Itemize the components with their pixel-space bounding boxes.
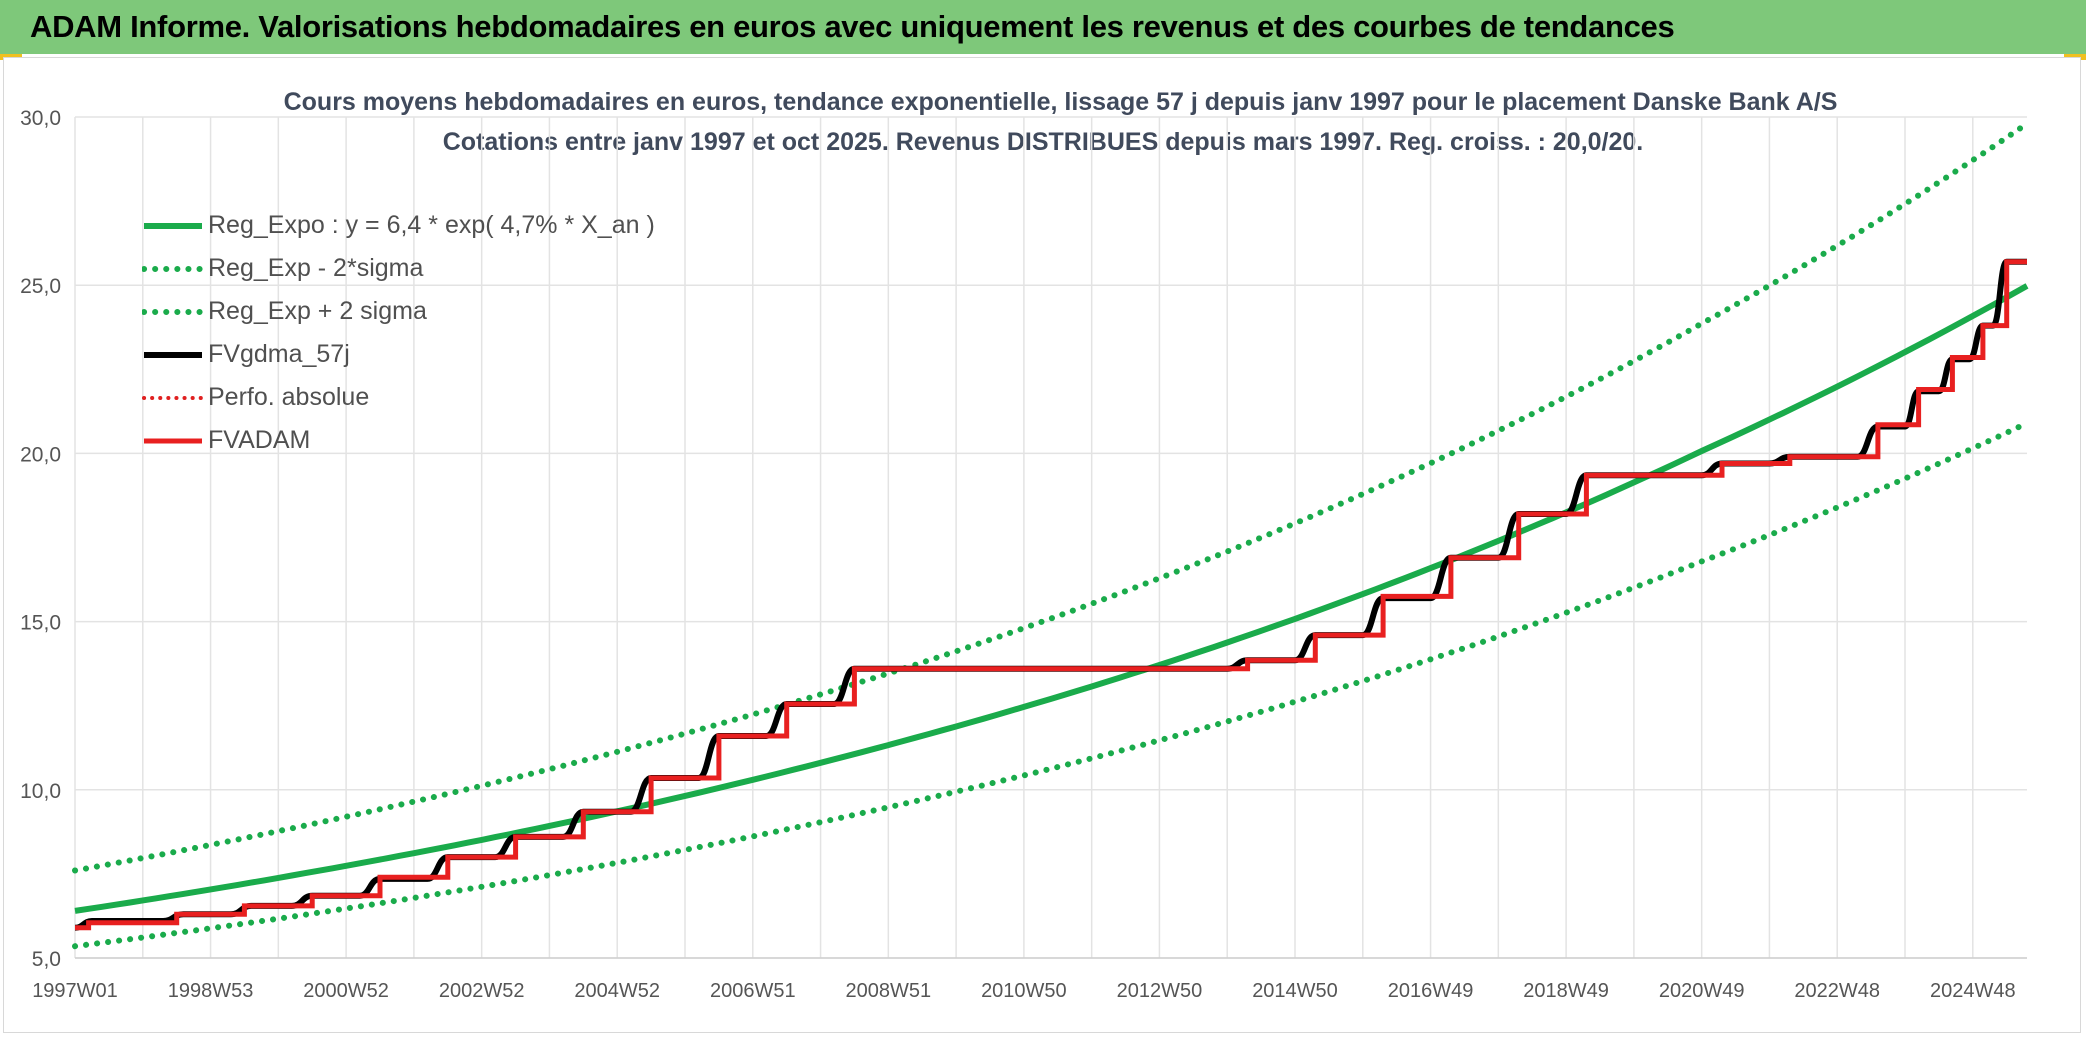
legend-swatch — [142, 395, 204, 400]
legend-label: Perfo. absolue — [208, 383, 370, 411]
report-banner: ADAM Informe. Valorisations hebdomadaire… — [0, 0, 2086, 54]
y-tick-label: 25,0 — [20, 275, 61, 298]
legend-label: FVADAM — [208, 426, 311, 454]
legend-label: FVgdma_57j — [208, 340, 350, 368]
x-tick-label: 2012W50 — [1117, 980, 1203, 1002]
x-tick-label: 2002W52 — [439, 980, 525, 1002]
y-tick-label: 20,0 — [20, 443, 61, 466]
legend-label: Reg_Exp + 2 sigma — [208, 297, 427, 325]
legend-swatch — [144, 222, 202, 229]
x-tick-label: 2014W50 — [1252, 980, 1338, 1002]
x-tick-label: 2018W49 — [1523, 980, 1609, 1002]
legend-label: Reg_Exp - 2*sigma — [208, 254, 424, 282]
legend-swatch — [144, 438, 202, 443]
chart-frame — [3, 57, 2081, 1033]
x-tick-label: 1997W01 — [32, 980, 118, 1002]
report-title: ADAM Informe. Valorisations hebdomadaire… — [30, 9, 1675, 44]
y-tick-label: 15,0 — [20, 612, 61, 635]
legend-item: FVgdma_57j — [142, 333, 655, 376]
x-tick-label: 2016W49 — [1388, 980, 1474, 1002]
x-tick-label: 1998W53 — [168, 980, 254, 1002]
series-line-5 — [75, 259, 2027, 931]
series-line-2 — [72, 120, 2030, 874]
x-tick-label: 2008W51 — [846, 980, 932, 1002]
x-tick-label: 2022W48 — [1794, 980, 1880, 1002]
x-tick-label: 2010W50 — [981, 980, 1067, 1002]
x-tick-label: 2024W48 — [1930, 980, 2016, 1002]
y-tick-label: 5,0 — [32, 948, 61, 971]
y-tick-label: 10,0 — [20, 780, 61, 803]
x-tick-label: 2000W52 — [303, 980, 389, 1002]
legend-item: Reg_Expo : y = 6,4 * exp( 4,7% * X_an ) — [142, 204, 655, 247]
legend-label: Reg_Expo : y = 6,4 * exp( 4,7% * X_an ) — [208, 211, 655, 239]
legend-item: FVADAM — [142, 419, 655, 462]
x-tick-label: 2004W52 — [574, 980, 660, 1002]
y-tick-label: 30,0 — [20, 107, 61, 130]
chart-subtitle: Cotations entre janv 1997 et oct 2025. R… — [442, 128, 1644, 156]
legend-item: Reg_Exp - 2*sigma — [142, 247, 655, 290]
chart-title: Cours moyens hebdomadaires en euros, ten… — [283, 88, 1838, 116]
legend-swatch — [142, 308, 204, 315]
x-tick-label: 2006W51 — [710, 980, 796, 1002]
legend-swatch — [142, 265, 204, 272]
legend-swatch — [144, 351, 202, 358]
series-line-1 — [72, 420, 2030, 950]
legend-item: Reg_Exp + 2 sigma — [142, 290, 655, 333]
legend-item: Perfo. absolue — [142, 376, 655, 419]
chart-legend: Reg_Expo : y = 6,4 * exp( 4,7% * X_an ) R… — [142, 204, 655, 462]
series-line-0 — [74, 283, 2029, 914]
x-tick-label: 2020W49 — [1659, 980, 1745, 1002]
